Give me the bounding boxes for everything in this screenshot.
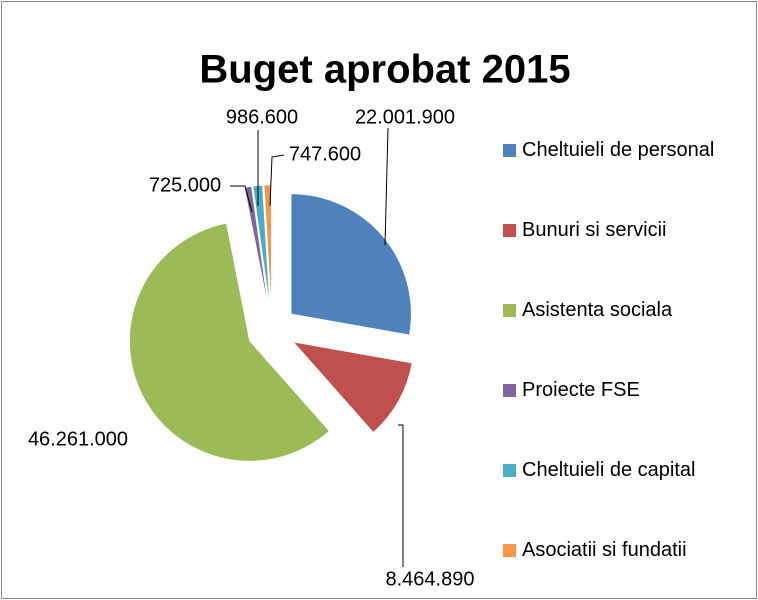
legend-item: Bunuri si servicii [503,216,735,244]
leader-line [384,127,389,246]
data-label: 986.600 [226,106,298,128]
leader-line [398,424,404,567]
legend-swatch [503,224,516,237]
legend-swatch [503,464,516,477]
legend-item: Cheltuieli de personal [503,136,735,164]
legend-swatch [503,384,516,397]
data-label: 8.464.890 [386,568,475,590]
pie-slice [290,193,412,336]
legend-label: Asociatii si fundatii [522,539,687,561]
legend-item: Cheltuieli de capital [503,456,735,484]
legend-swatch [503,144,516,157]
legend-item: Asistenta sociala [503,296,735,324]
legend-label: Cheltuieli de capital [522,459,696,481]
data-label: 22.001.900 [355,106,455,128]
legend-swatch [503,304,516,317]
data-label: 747.600 [289,143,361,165]
legend-swatch [503,544,516,557]
data-label: 46.261.000 [28,428,128,450]
leader-line [269,154,285,207]
leader-line [230,185,253,213]
legend-item: Proiecte FSE [503,376,735,404]
chart-title: Buget aprobat 2015 [199,48,570,92]
pie-slice [293,341,413,433]
legend-item: Asociatii si fundatii [503,536,735,564]
legend-label: Asistenta sociala [522,299,673,321]
data-label: 725.000 [149,174,221,196]
pie-slice [244,186,269,306]
pie-slice [129,223,330,462]
legend-label: Cheltuieli de personal [522,139,715,161]
legend-label: Proiecte FSE [522,379,640,401]
legend-label: Bunuri si servicii [522,219,667,241]
